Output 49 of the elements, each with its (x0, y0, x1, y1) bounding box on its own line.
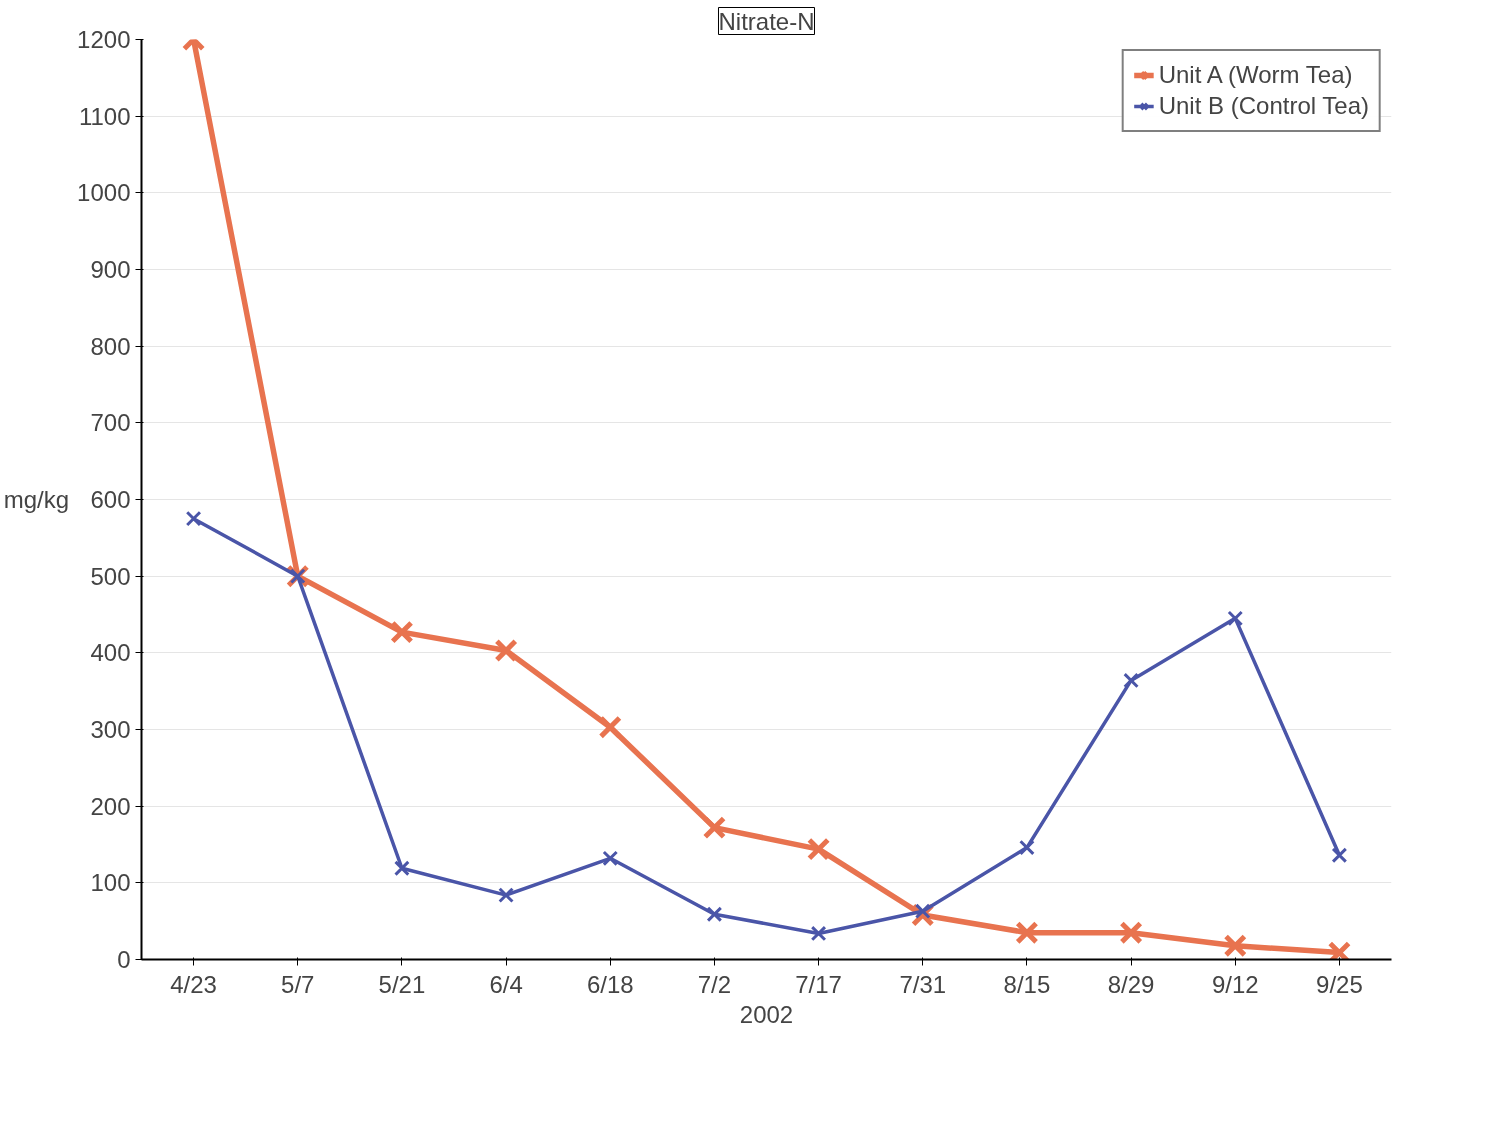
x-tick-label: 9/25 (1316, 970, 1363, 998)
point (602, 850, 619, 867)
x-tick-label: 7/31 (899, 970, 947, 998)
point (1123, 672, 1139, 689)
y-axis-title: mg/kg (3, 486, 70, 513)
point (494, 638, 518, 663)
x-tick-label: 8/15 (1003, 970, 1051, 998)
point (598, 715, 622, 739)
x-tick-label: 6/18 (586, 970, 634, 998)
point (1223, 934, 1247, 958)
point (1331, 847, 1348, 864)
point (498, 887, 514, 903)
x-axis-title: 2002 (739, 1000, 794, 1028)
y-tick-label: 1200 (77, 26, 131, 53)
point (702, 815, 727, 840)
point (806, 837, 831, 861)
y-tick-label: 1000 (77, 179, 131, 207)
y-tick-label: 0 (117, 946, 131, 973)
x-tick-label: 8/29 (1107, 970, 1155, 998)
y-tick-label: 400 (90, 639, 131, 667)
y-tick-label: 500 (90, 562, 131, 590)
point (706, 906, 723, 923)
point (1119, 920, 1143, 945)
legend-label: Unit B (Control Tea) (1158, 92, 1369, 120)
x-tick-label: 7/2 (697, 970, 732, 998)
y-tick-label: 100 (90, 869, 131, 897)
chart-title: Nitrate-N (718, 7, 815, 35)
x-tick-label: 5/7 (281, 970, 315, 998)
point (394, 860, 410, 877)
point (390, 620, 414, 644)
x-tick-label: 5/21 (378, 970, 426, 998)
point (914, 903, 931, 920)
point (1227, 610, 1244, 627)
y-tick-label: 800 (90, 332, 131, 360)
point (1015, 920, 1039, 945)
y-tick-label: 200 (90, 792, 131, 820)
x-tick-label: 6/4 (489, 970, 523, 998)
y-tick-label: 700 (90, 409, 131, 437)
legend-label: Unit A (Worm Tea) (1158, 61, 1353, 89)
y-tick-label: 600 (90, 486, 131, 513)
x-tick-label: 7/17 (795, 970, 842, 998)
point (810, 925, 827, 942)
y-tick-label: 900 (90, 256, 131, 283)
y-tick-label: 1100 (78, 102, 131, 130)
point (1019, 839, 1035, 856)
y-tick-label: 300 (90, 716, 131, 743)
x-tick-label: 9/12 (1211, 970, 1259, 998)
point (185, 510, 202, 527)
x-tick-label: 4/23 (170, 970, 217, 998)
